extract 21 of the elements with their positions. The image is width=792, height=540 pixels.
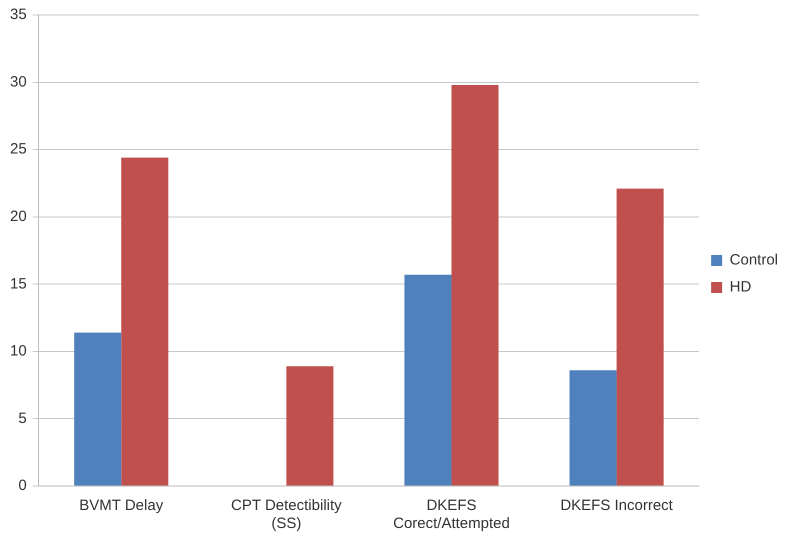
x-tick-label: DKEFS Corect/Attempted — [393, 497, 510, 532]
bar — [74, 332, 122, 486]
x-tick-label: BVMT Delay — [79, 497, 164, 514]
y-tick-label: 5 — [18, 410, 27, 427]
bar — [404, 274, 452, 486]
bar — [451, 84, 499, 486]
y-tick-label: 15 — [10, 275, 27, 292]
y-tick-label: 30 — [10, 73, 27, 90]
y-tick-label: 10 — [10, 342, 27, 360]
y-tick-label: 25 — [10, 140, 27, 158]
bar — [570, 370, 617, 486]
legend-label: HD — [730, 278, 752, 296]
y-tick-label: 35 — [10, 6, 27, 24]
y-tick-label: 0 — [18, 477, 27, 494]
legend-label: Control — [730, 252, 778, 269]
bar — [286, 366, 334, 486]
x-tick-label: DKEFS Incorrect — [560, 497, 674, 514]
x-tick-label: CPT Detectibility (SS) — [231, 497, 342, 532]
y-tick-label: 20 — [10, 208, 27, 225]
bar — [616, 188, 664, 486]
bar — [121, 158, 168, 486]
